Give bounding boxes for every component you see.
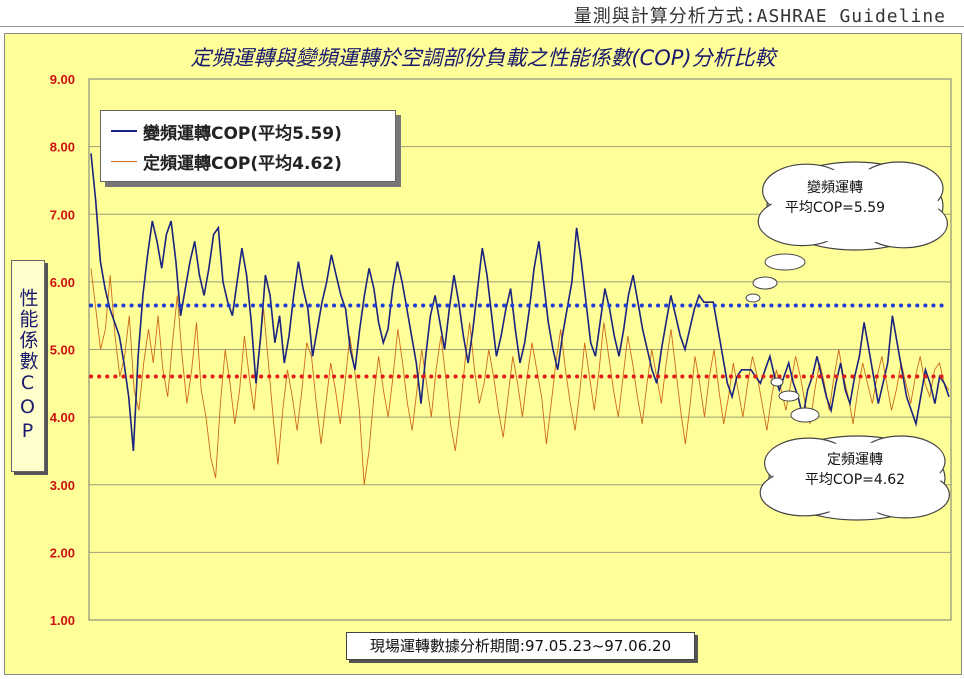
callout-fixed-line2: 平均COP=4.62 bbox=[804, 472, 906, 488]
series-line-fixed bbox=[90, 268, 950, 485]
cloud-bubble bbox=[752, 276, 778, 290]
series-line-variable bbox=[90, 153, 950, 451]
chart-panel: 1.00 2.00 3.00 4.00 5.00 6.00 7.00 8.00 9.00 定頻運… bbox=[4, 33, 962, 675]
callout-fixed-line1: 定頻運轉 bbox=[827, 452, 883, 468]
callout-variable-avg: 變頻運轉 平均COP=5.59 bbox=[775, 178, 895, 218]
callout-variable-line1: 變頻運轉 bbox=[807, 180, 863, 196]
cloud-bubble bbox=[770, 377, 784, 387]
cloud-bubble bbox=[745, 293, 761, 303]
legend-swatch-fixed bbox=[111, 160, 137, 162]
y-tick-label: 4.00 bbox=[50, 410, 75, 425]
legend-label-fixed: 定頻運轉COP(平均4.62) bbox=[143, 153, 342, 174]
legend-label-variable: 變頻運轉COP(平均5.59) bbox=[143, 123, 342, 144]
cloud-bubble bbox=[790, 407, 820, 423]
y-tick-label: 9.00 bbox=[50, 72, 75, 87]
page-header-title: 量測與計算分析方式:ASHRAE Guideline bbox=[573, 6, 946, 27]
thought-cloud-fixed bbox=[759, 435, 951, 521]
cop-line-chart: 1.00 2.00 3.00 4.00 5.00 6.00 7.00 8.00 9.00 bbox=[50, 72, 952, 628]
y-tick-label: 5.00 bbox=[50, 343, 75, 358]
legend-item-variable: 變頻運轉COP(平均5.59) bbox=[111, 117, 342, 145]
thought-cloud-variable bbox=[757, 161, 949, 251]
y-axis-title: 性能係數COP bbox=[11, 260, 45, 472]
header-divider bbox=[0, 26, 964, 27]
analysis-period-label: 現場運轉數據分析期間:97.05.23~97.06.20 bbox=[346, 632, 695, 660]
cloud-bubble bbox=[778, 390, 800, 402]
y-tick-label: 6.00 bbox=[50, 275, 75, 290]
callout-variable-line2: 平均COP=5.59 bbox=[784, 200, 886, 216]
chart-title: 定頻運轉與變頻運轉於空調部份負載之性能係數(COP)分析比較 bbox=[190, 46, 776, 70]
y-tick-label: 2.00 bbox=[50, 545, 75, 560]
y-tick-label: 3.00 bbox=[50, 478, 75, 493]
legend-item-fixed: 定頻運轉COP(平均4.62) bbox=[111, 147, 342, 175]
y-tick-label: 1.00 bbox=[50, 613, 75, 628]
legend: 變頻運轉COP(平均5.59) 定頻運轉COP(平均4.62) bbox=[100, 110, 396, 182]
y-tick-label: 7.00 bbox=[50, 207, 75, 222]
legend-swatch-variable bbox=[111, 130, 137, 132]
y-tick-label: 8.00 bbox=[50, 140, 75, 155]
callout-fixed-avg: 定頻運轉 平均COP=4.62 bbox=[795, 450, 915, 490]
cloud-bubble bbox=[764, 253, 806, 271]
